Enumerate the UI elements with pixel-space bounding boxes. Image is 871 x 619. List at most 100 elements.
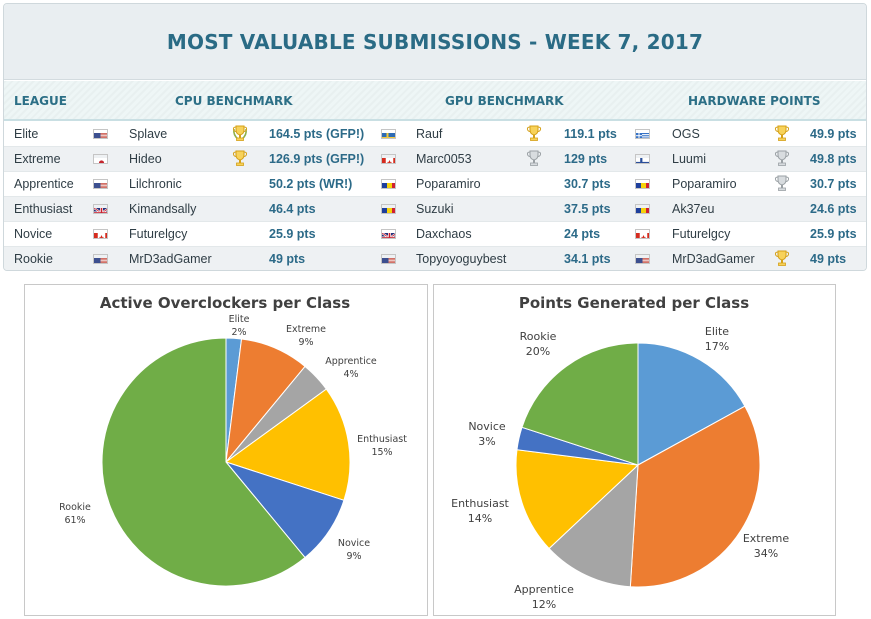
flag-gr-icon	[635, 129, 650, 139]
league-name: Apprentice	[14, 177, 74, 191]
league-name: Extreme	[14, 152, 61, 166]
slice-category-label: Elite	[705, 325, 729, 338]
slice-category-label: Novice	[338, 538, 370, 549]
pie-chart-svg: Points Generated per Class Elite 17% Extrem…	[451, 294, 790, 611]
cpu-points: 126.9 pts (GFP!)	[269, 152, 365, 166]
slice-percent-label: 4%	[343, 369, 358, 380]
flag-ca-icon	[635, 229, 650, 239]
slice-category-label: Apprentice	[325, 356, 377, 367]
gpu-user-link[interactable]: Poparamiro	[416, 177, 481, 191]
flag-ro-icon	[381, 179, 396, 189]
flag-us-icon	[635, 254, 650, 264]
slice-percent-label: 9%	[298, 337, 313, 348]
slice-percent-label: 15%	[371, 447, 392, 458]
cpu-points: 164.5 pts (GFP!)	[269, 127, 365, 141]
flag-uk-icon	[93, 204, 108, 214]
trophy-icon	[774, 150, 790, 167]
league-name: Enthusiast	[14, 202, 73, 216]
header-gpu: GPU BENCHMARK	[445, 94, 564, 108]
gpu-points: 34.1 pts	[564, 252, 611, 266]
gpu-user-link[interactable]: Daxchaos	[416, 227, 472, 241]
trophy-icon	[774, 125, 790, 142]
slice-category-label: Extreme	[743, 532, 790, 545]
table-header: LEAGUE CPU BENCHMARK GPU BENCHMARK HARDW…	[4, 81, 866, 121]
chart-points-generated: Points Generated per Class Elite 17% Extrem…	[433, 284, 836, 616]
pie-slice-rookie	[521, 342, 639, 466]
pie-slice-extreme	[629, 405, 761, 588]
table-row: Enthusiast Kimandsally 46.4 pts Suzuki 37.5 …	[4, 197, 866, 222]
hw-points: 49 pts	[810, 252, 847, 266]
slice-percent-label: 61%	[64, 515, 85, 526]
table-row: Rookie MrD3adGamer 49 pts Topyoyoguybest 34.…	[4, 247, 866, 270]
league-name: Rookie	[14, 252, 53, 266]
gpu-points: 119.1 pts	[564, 127, 617, 141]
slice-percent-label: 14%	[468, 512, 492, 525]
slice-category-label: Enthusiast	[451, 497, 509, 510]
league-name: Novice	[14, 227, 53, 241]
flag-ro-icon	[381, 204, 396, 214]
header-cpu: CPU BENCHMARK	[175, 94, 293, 108]
trophy-icon	[526, 150, 542, 167]
page-title: MOST VALUABLE SUBMISSIONS - WEEK 7, 2017	[166, 29, 704, 54]
flag-us-icon	[381, 254, 396, 264]
gpu-user-link[interactable]: Rauf	[416, 127, 443, 141]
cpu-user-link[interactable]: Splave	[129, 127, 168, 141]
flag-us-icon	[93, 179, 108, 189]
trophy-icon	[526, 125, 542, 142]
trophy-icon	[232, 150, 248, 167]
pie-slice-enthusiast	[224, 388, 351, 501]
hw-user-link[interactable]: Poparamiro	[672, 177, 737, 191]
hw-user-link[interactable]: Futurelgcy	[672, 227, 731, 241]
gpu-points: 30.7 pts	[564, 177, 611, 191]
flag-ca-icon	[381, 154, 396, 164]
flag-ca-icon	[93, 229, 108, 239]
gpu-points: 37.5 pts	[564, 202, 611, 216]
pie-slice-elite	[637, 342, 746, 466]
flag-ro-icon	[635, 179, 650, 189]
cpu-user-link[interactable]: Kimandsally	[129, 202, 197, 216]
slice-percent-label: 20%	[526, 345, 550, 358]
header-league: LEAGUE	[14, 94, 67, 108]
slice-category-label: Enthusiast	[357, 434, 407, 445]
hw-points: 49.9 pts	[810, 127, 857, 141]
hw-user-link[interactable]: Ak37eu	[672, 202, 715, 216]
table-row: Elite Splave 164.5 pts (GFP!) Rauf 119.1 pts…	[4, 122, 866, 147]
cpu-user-link[interactable]: Lilchronic	[129, 177, 182, 191]
hw-user-link[interactable]: Luumi	[672, 152, 707, 166]
table-row: Apprentice Lilchronic 50.2 pts (WR!) Popara…	[4, 172, 866, 197]
chart-title: Active Overclockers per Class	[100, 294, 350, 312]
trophy-icon	[774, 175, 790, 192]
cpu-points: 25.9 pts	[269, 227, 316, 241]
gpu-user-link[interactable]: Topyoyoguybest	[416, 252, 507, 266]
pie-slice-enthusiast	[515, 449, 640, 550]
slice-percent-label: 34%	[754, 547, 778, 560]
cpu-user-link[interactable]: Futurelgcy	[129, 227, 188, 241]
trophy-icon	[774, 250, 790, 267]
gpu-user-link[interactable]: Marc0053	[416, 152, 472, 166]
table-row: Novice Futurelgcy 25.9 pts Daxchaos 24 pts Fu…	[4, 222, 866, 247]
cpu-points: 49 pts	[269, 252, 306, 266]
slice-percent-label: 3%	[478, 435, 495, 448]
table-row: Extreme Hideo 126.9 pts (GFP!) Marc0053 129 …	[4, 147, 866, 172]
gpu-user-link[interactable]: Suzuki	[416, 202, 454, 216]
slice-percent-label: 17%	[705, 340, 729, 353]
pie-slice-rookie	[101, 337, 306, 587]
chart-title: Points Generated per Class	[519, 294, 749, 312]
slice-percent-label: 12%	[532, 598, 556, 611]
flag-uk-icon	[381, 229, 396, 239]
slice-category-label: Rookie	[59, 502, 91, 513]
hw-user-link[interactable]: OGS	[672, 127, 700, 141]
flag-jp-icon	[93, 154, 108, 164]
cpu-user-link[interactable]: Hideo	[129, 152, 162, 166]
cpu-user-link[interactable]: MrD3adGamer	[129, 252, 212, 266]
flag-us-icon	[93, 254, 108, 264]
slice-category-label: Apprentice	[514, 583, 574, 596]
hw-points: 25.9 pts	[810, 227, 857, 241]
hw-user-link[interactable]: MrD3adGamer	[672, 252, 755, 266]
slice-category-label: Rookie	[520, 330, 557, 343]
slice-category-label: Novice	[468, 420, 506, 433]
header-hw: HARDWARE POINTS	[688, 94, 821, 108]
trophy-icon	[232, 125, 248, 142]
cpu-points: 46.4 pts	[269, 202, 316, 216]
flag-fi-icon	[635, 154, 650, 164]
